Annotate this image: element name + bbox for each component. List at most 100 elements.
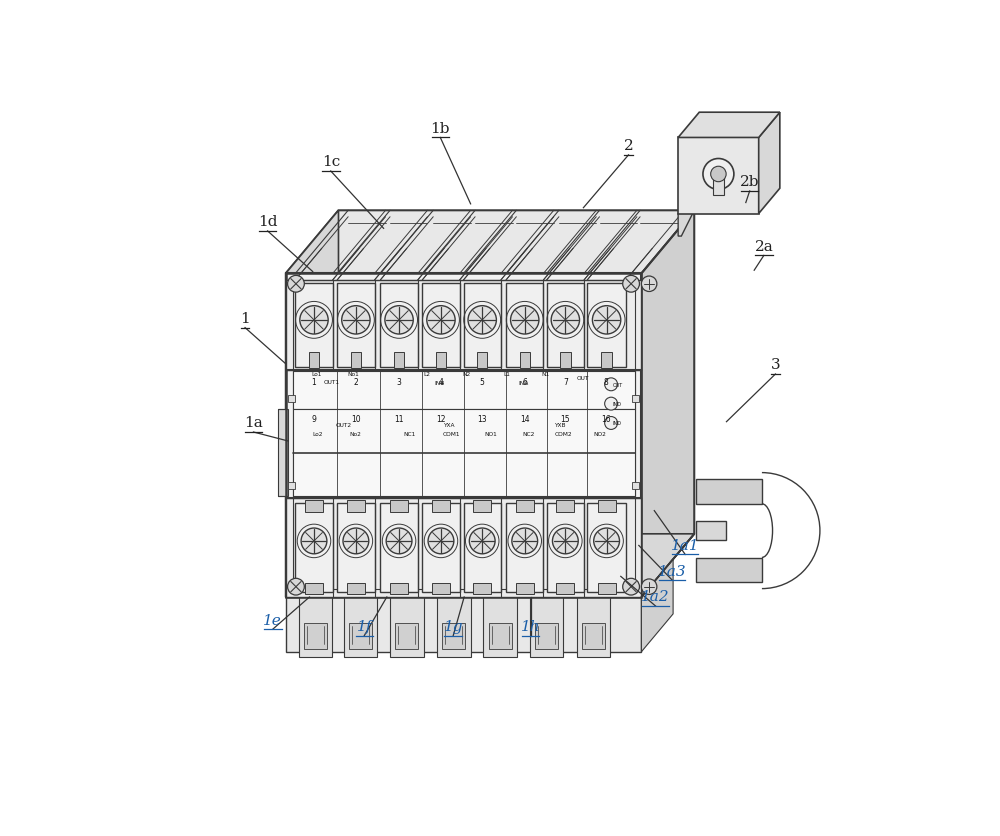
Bar bbox=[442, 623, 465, 649]
Circle shape bbox=[641, 277, 657, 292]
Circle shape bbox=[552, 528, 578, 554]
Text: 1e: 1e bbox=[263, 613, 282, 627]
Text: 1g: 1g bbox=[443, 619, 463, 634]
Bar bbox=[304, 623, 327, 649]
Circle shape bbox=[605, 417, 618, 430]
Polygon shape bbox=[696, 480, 762, 504]
Text: L2: L2 bbox=[424, 372, 431, 377]
Circle shape bbox=[301, 528, 327, 554]
Bar bbox=[286, 281, 641, 370]
Text: 1a1: 1a1 bbox=[671, 538, 700, 553]
Bar bbox=[288, 395, 295, 403]
Bar bbox=[587, 503, 626, 592]
Text: 4: 4 bbox=[439, 377, 443, 386]
Bar bbox=[520, 353, 530, 369]
Bar bbox=[530, 596, 563, 657]
Bar bbox=[432, 501, 450, 512]
Bar bbox=[286, 597, 641, 652]
Circle shape bbox=[469, 528, 495, 554]
Text: 9: 9 bbox=[312, 415, 316, 424]
Text: NO1: NO1 bbox=[484, 431, 497, 436]
Bar bbox=[347, 584, 365, 594]
Text: 1h: 1h bbox=[521, 619, 540, 634]
Circle shape bbox=[623, 276, 639, 293]
Text: 3: 3 bbox=[397, 377, 402, 386]
Text: COM2: COM2 bbox=[554, 431, 572, 436]
Bar bbox=[489, 623, 512, 649]
Text: NO2: NO2 bbox=[593, 431, 606, 436]
Circle shape bbox=[551, 306, 580, 334]
Bar bbox=[516, 584, 534, 594]
Bar bbox=[349, 623, 372, 649]
Circle shape bbox=[386, 528, 412, 554]
Bar bbox=[305, 501, 323, 512]
Bar bbox=[587, 283, 626, 368]
Text: 14: 14 bbox=[520, 415, 530, 424]
Text: 1c: 1c bbox=[322, 155, 340, 169]
Text: OUT2: OUT2 bbox=[335, 422, 351, 427]
Bar bbox=[286, 274, 641, 597]
Text: 2a: 2a bbox=[754, 240, 773, 253]
Text: INB: INB bbox=[435, 380, 445, 385]
Bar bbox=[337, 283, 375, 368]
Circle shape bbox=[343, 528, 369, 554]
Text: 7: 7 bbox=[563, 377, 568, 386]
Text: 1d: 1d bbox=[258, 215, 277, 229]
Circle shape bbox=[711, 167, 726, 182]
Bar bbox=[464, 283, 501, 368]
Bar bbox=[582, 623, 605, 649]
Circle shape bbox=[512, 528, 538, 554]
Bar bbox=[598, 584, 616, 594]
Bar bbox=[632, 482, 639, 490]
Bar bbox=[295, 503, 333, 592]
Bar bbox=[436, 353, 446, 369]
Text: 1: 1 bbox=[312, 377, 316, 386]
Text: IND: IND bbox=[612, 421, 621, 426]
Text: 1a: 1a bbox=[244, 416, 263, 430]
Bar bbox=[696, 522, 726, 541]
Text: 2: 2 bbox=[354, 377, 358, 386]
Polygon shape bbox=[678, 113, 780, 138]
Bar bbox=[394, 353, 404, 369]
Bar bbox=[632, 395, 639, 403]
Bar bbox=[713, 179, 724, 196]
Circle shape bbox=[342, 306, 370, 334]
Bar bbox=[598, 501, 616, 512]
Circle shape bbox=[468, 306, 496, 334]
Circle shape bbox=[385, 306, 413, 334]
Circle shape bbox=[703, 160, 734, 191]
Bar bbox=[293, 372, 635, 410]
Circle shape bbox=[300, 306, 328, 334]
Text: L1: L1 bbox=[503, 372, 510, 377]
Polygon shape bbox=[696, 558, 762, 583]
Bar bbox=[390, 596, 424, 657]
Text: 16: 16 bbox=[601, 415, 611, 424]
Text: 1f: 1f bbox=[357, 619, 372, 634]
Circle shape bbox=[605, 398, 618, 410]
Circle shape bbox=[594, 528, 619, 554]
Circle shape bbox=[623, 579, 639, 595]
Bar bbox=[278, 410, 288, 497]
Bar bbox=[299, 596, 332, 657]
Bar bbox=[506, 503, 543, 592]
Polygon shape bbox=[286, 534, 694, 597]
Circle shape bbox=[288, 579, 304, 595]
Bar bbox=[577, 596, 610, 657]
Bar bbox=[380, 503, 418, 592]
Text: OUT1: OUT1 bbox=[324, 380, 340, 385]
Bar bbox=[437, 596, 471, 657]
Text: 11: 11 bbox=[394, 415, 404, 424]
Bar bbox=[483, 596, 517, 657]
Circle shape bbox=[511, 306, 539, 334]
Text: OUT: OUT bbox=[612, 382, 623, 387]
Bar bbox=[547, 283, 584, 368]
Bar bbox=[380, 283, 418, 368]
Bar bbox=[422, 503, 460, 592]
Text: OUT: OUT bbox=[576, 375, 589, 380]
Text: INA: INA bbox=[518, 380, 529, 385]
Bar bbox=[560, 353, 571, 369]
Polygon shape bbox=[286, 211, 694, 274]
Bar bbox=[678, 138, 759, 214]
Polygon shape bbox=[678, 211, 694, 237]
Text: 3: 3 bbox=[771, 358, 780, 372]
